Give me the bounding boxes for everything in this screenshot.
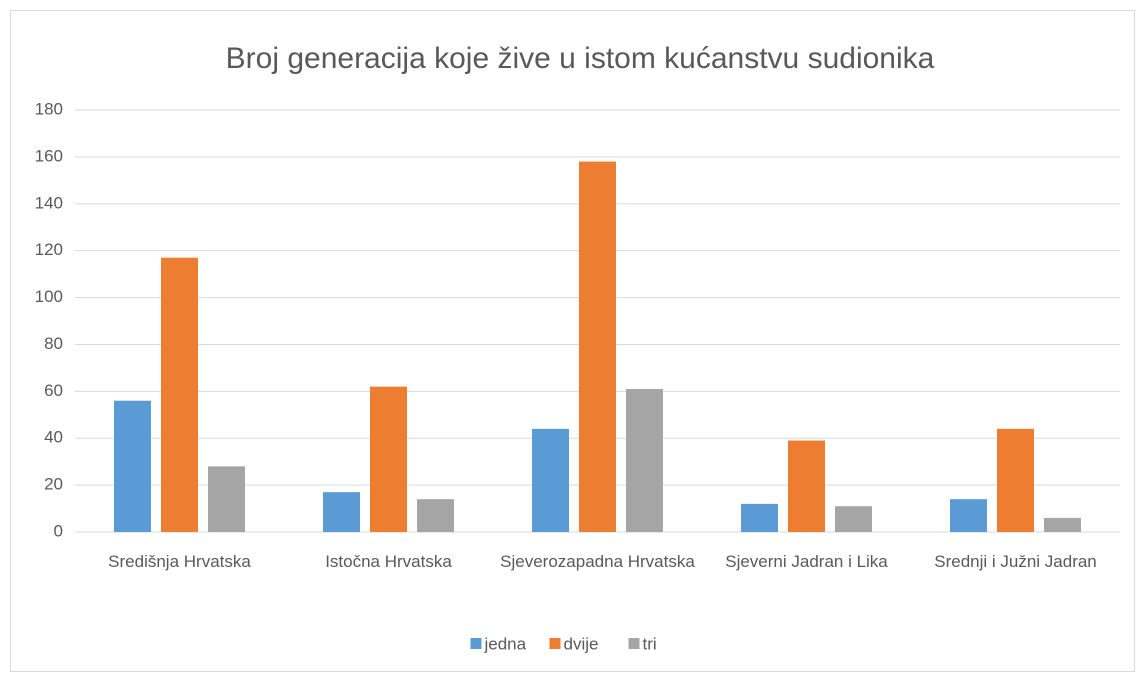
x-tick-label: Sjeverni Jadran i Lika — [725, 552, 888, 571]
bar — [1044, 517, 1081, 532]
bar — [208, 466, 245, 532]
bar — [997, 428, 1034, 532]
y-tick-label: 60 — [44, 381, 63, 400]
bar — [835, 506, 872, 532]
chart-title: Broj generacija koje žive u istom kućans… — [226, 42, 935, 75]
bar — [579, 161, 616, 533]
y-tick-label: 100 — [35, 287, 63, 306]
bar — [114, 400, 151, 532]
y-tick-label: 40 — [44, 428, 63, 447]
y-tick-label: 180 — [35, 99, 63, 118]
bar — [626, 388, 663, 532]
bar — [417, 499, 454, 532]
bar — [323, 492, 360, 532]
legend-swatch — [470, 638, 482, 649]
bar — [950, 499, 987, 532]
x-tick-label: Središnja Hrvatska — [108, 552, 251, 571]
x-tick-label: Srednji i Južni Jadran — [934, 552, 1097, 571]
y-tick-label: 140 — [35, 193, 63, 212]
y-tick-label: 0 — [54, 521, 63, 540]
legend-label: jedna — [484, 634, 527, 653]
x-tick-label: Sjeverozapadna Hrvatska — [500, 552, 695, 571]
bar — [161, 257, 198, 532]
legend-label: tri — [643, 634, 657, 653]
bar — [788, 440, 825, 532]
bar — [532, 428, 569, 532]
y-tick-label: 20 — [44, 475, 63, 494]
legend-swatch — [549, 638, 561, 649]
legend-label: dvije — [564, 634, 599, 653]
bar — [370, 386, 407, 532]
legend-swatch — [628, 638, 640, 649]
y-tick-label: 80 — [44, 334, 63, 353]
y-tick-label: 160 — [35, 146, 63, 165]
bar — [741, 503, 778, 532]
y-tick-label: 120 — [35, 240, 63, 259]
x-tick-label: Istočna Hrvatska — [325, 552, 452, 571]
